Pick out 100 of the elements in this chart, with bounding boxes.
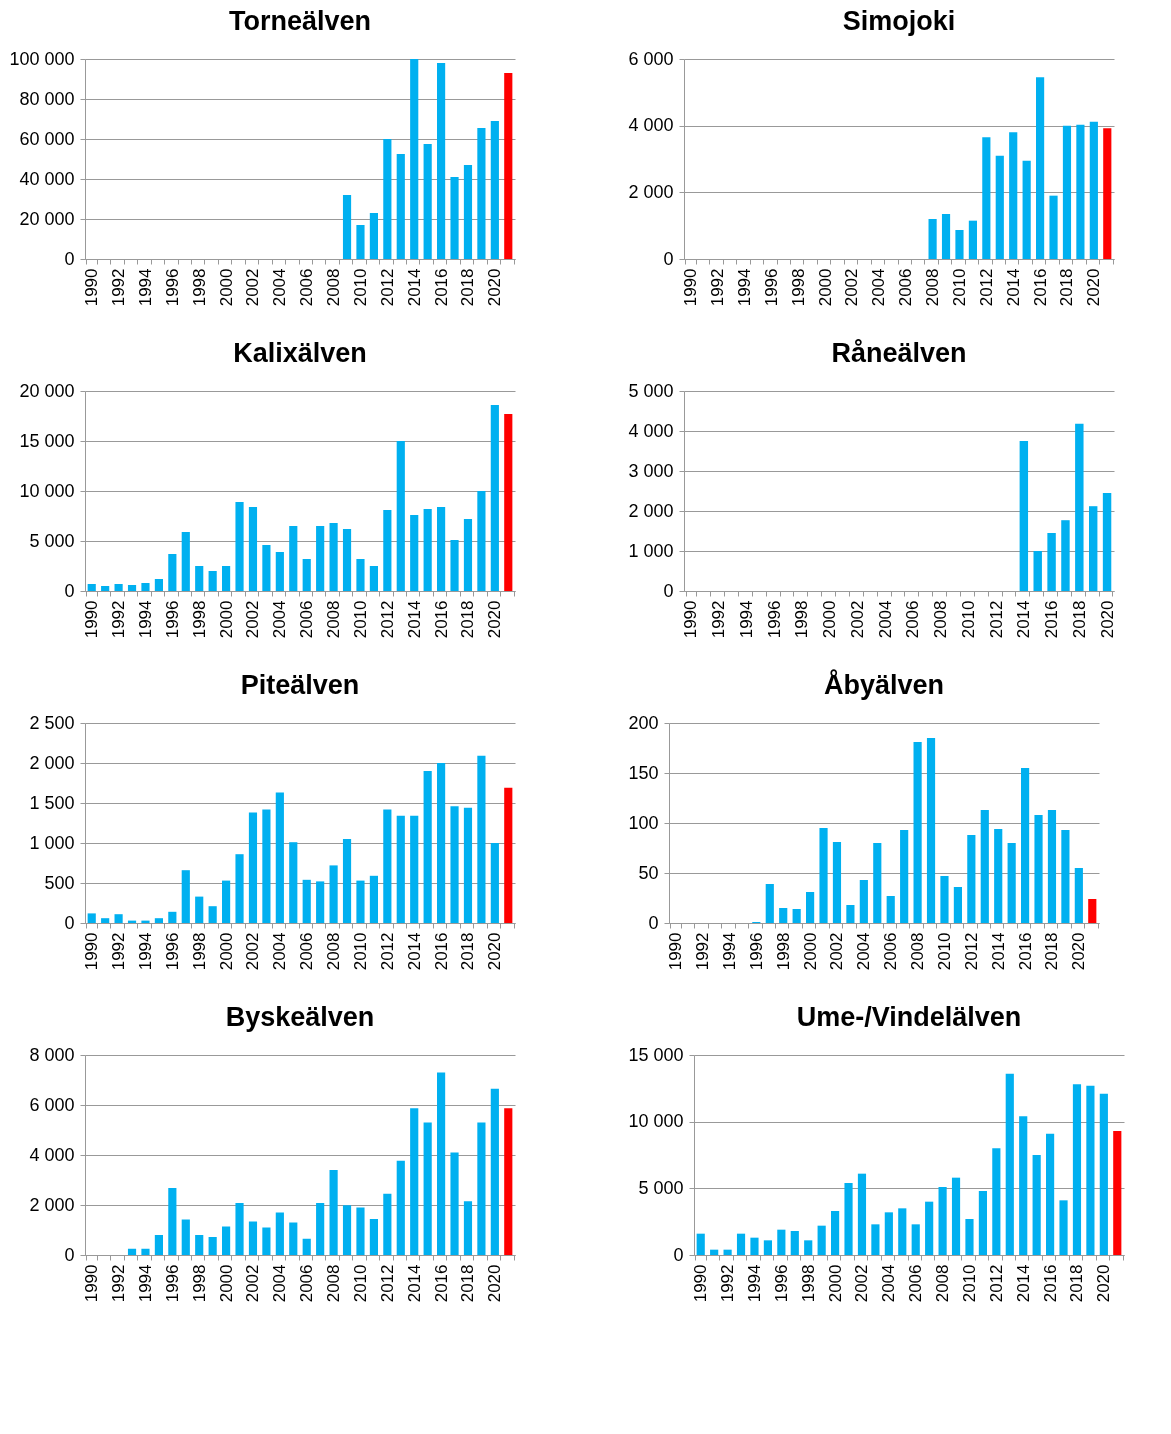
x-tick-label: 1994 [135,932,155,971]
bar [114,584,123,591]
bar [898,1208,907,1255]
bar [900,830,909,923]
bar [463,807,473,923]
bar [765,884,774,923]
x-tick-label: 1992 [709,600,729,639]
bar [369,213,378,259]
bar [1074,868,1083,923]
y-tick-label: 20 000 [19,380,75,401]
bar [437,507,446,591]
bar [248,507,258,591]
bar [356,880,365,923]
x-tick-label: 1996 [771,1264,791,1303]
bar [967,835,976,923]
bar [817,1225,826,1255]
x-tick-label: 1998 [189,268,209,307]
x-tick-label: 2004 [270,1264,290,1303]
x-tick-label: 2000 [216,268,236,307]
x-tick-label: 2020 [485,1264,505,1303]
bar [504,787,513,923]
x-tick-label: 2014 [404,268,424,307]
x-tick-label: 2010 [350,1264,370,1303]
x-tick-label: 2002 [827,932,847,971]
y-tick-label: 2 000 [29,752,75,773]
bar [396,441,405,591]
bar [1046,1133,1055,1255]
x-tick-label: 2018 [1042,932,1062,971]
x-tick-label: 2008 [324,600,344,639]
x-tick-label: 2006 [297,600,317,639]
bar [504,414,513,591]
x-tick-label: 2000 [800,932,820,971]
bar [195,896,204,923]
bar [262,545,271,591]
x-tick-label: 2004 [879,1264,899,1303]
y-tick-label: 0 [64,1244,75,1265]
x-tick-label: 2018 [458,1264,478,1303]
bar [857,1173,867,1255]
bar [504,1108,513,1255]
x-tick-label: 1994 [135,1264,155,1303]
x-tick-label: 1996 [162,600,182,639]
bar [423,771,432,923]
bar [410,515,419,591]
x-tick-label: 1994 [736,600,756,639]
x-tick-label: 2014 [1003,268,1023,307]
chart-title: Åbyälven [823,669,945,700]
x-tick-label: 2006 [297,268,317,307]
bar [1047,810,1057,923]
bar [181,870,190,923]
x-tick-label: 2016 [1015,932,1035,971]
bar [87,584,96,591]
x-tick-label: 2020 [485,932,505,971]
x-tick-label: 2020 [485,600,505,639]
x-tick-label: 1990 [82,1264,102,1303]
bar [490,843,499,923]
x-tick-label: 1998 [189,932,209,971]
x-tick-label: 2012 [377,268,397,307]
bar [790,1231,799,1255]
bar [450,177,459,259]
x-tick-label: 2020 [1084,268,1104,307]
bar [316,1203,325,1255]
y-tick-label: 3 000 [628,460,674,481]
y-tick-label: 0 [663,580,674,601]
bar [289,842,298,923]
x-tick-label: 2004 [270,268,290,307]
x-tick-label: 1996 [761,268,781,307]
bar [463,1201,473,1255]
y-tick-label: 100 [628,812,659,833]
y-tick-label: 1 000 [29,832,75,853]
bar [913,742,922,923]
y-tick-label: 5 000 [638,1177,684,1198]
bar [127,1248,137,1255]
bar [1102,493,1112,591]
bar [450,540,459,591]
bar [941,214,951,259]
bar [779,908,788,923]
x-tick-label: 2006 [896,268,916,307]
bar [806,892,815,923]
bar [982,137,991,259]
y-tick-label: 200 [628,712,659,733]
x-tick-label: 2006 [881,932,901,971]
x-tick-label: 2014 [1013,1264,1033,1303]
bar [410,815,419,923]
x-tick-label: 2020 [1094,1264,1114,1303]
x-tick-label: 2008 [324,1264,344,1303]
x-tick-label: 2016 [1042,600,1062,639]
bar [342,839,352,923]
x-tick-label: 2006 [297,1264,317,1303]
x-tick-label: 1990 [82,932,102,971]
bar [831,1211,840,1255]
bar [208,1237,217,1255]
bar [1019,441,1029,591]
bar [490,405,499,591]
bar [168,554,177,591]
x-tick-label: 2002 [243,600,263,639]
bar [383,510,392,591]
chart-title: Simojoki [842,6,956,36]
chart-title: Torneälven [228,6,372,36]
bar [504,73,513,259]
bar [1076,124,1085,259]
